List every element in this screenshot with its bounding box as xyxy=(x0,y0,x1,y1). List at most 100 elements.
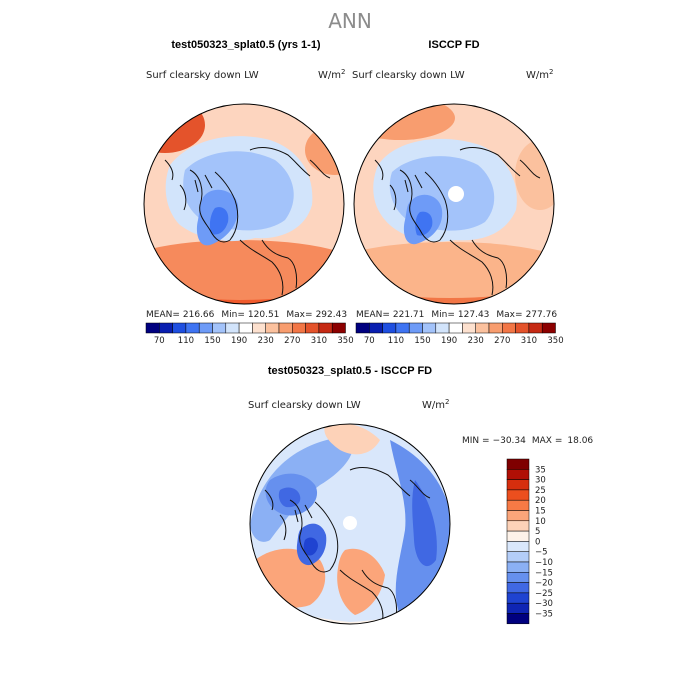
colorbar-swatch xyxy=(252,322,266,334)
colorbar-tick-label: 230 xyxy=(468,336,484,346)
panel-model-mean-label: MEAN= xyxy=(146,310,180,320)
colorbar-swatch xyxy=(528,322,543,334)
colorbar-swatch xyxy=(448,322,463,334)
colorbar-swatch xyxy=(506,530,530,542)
field-contour xyxy=(144,240,344,300)
colorbar-swatch xyxy=(225,322,240,334)
panel-diff: test050323_splat0.5 - ISCCP FD Surf clea… xyxy=(248,365,593,625)
colorbar-swatch xyxy=(506,499,530,511)
colorbar-swatch xyxy=(506,561,530,573)
colorbar-swatch xyxy=(238,322,253,334)
colorbar-swatch xyxy=(506,613,530,625)
field-contour xyxy=(354,242,554,298)
coastlines xyxy=(164,147,331,296)
colorbar-swatch xyxy=(369,322,383,334)
colorbar-swatch xyxy=(408,322,423,334)
panel-diff-units-base: W/m xyxy=(422,400,445,411)
panel-model-stats: MEAN= 216.66 Min= 120.51 Max= 292.43 xyxy=(146,310,347,320)
panel-diff-variable: Surf clearsky down LW xyxy=(248,400,361,411)
colorbar-tick-label: 230 xyxy=(258,336,274,346)
colorbar-swatch xyxy=(506,510,530,522)
colorbar-tick-label: 350 xyxy=(547,336,563,346)
colorbar-tick-label: 5 xyxy=(535,527,540,537)
page-title: ANN xyxy=(328,9,372,33)
colorbar-tick-label: −5 xyxy=(535,548,548,558)
colorbar-swatch xyxy=(506,541,530,552)
panel-model-units: W/m2 xyxy=(318,68,345,81)
panel-model-units-base: W/m xyxy=(318,70,341,81)
panel-model: test050323_splat0.5 (yrs 1-1) Surf clear… xyxy=(143,39,354,346)
panel-model-min: 120.51 xyxy=(248,310,280,320)
panel-obs-boundary xyxy=(353,103,555,305)
colorbar-swatch xyxy=(506,572,530,583)
colorbar-swatch xyxy=(305,322,320,334)
panel-obs-max-label: Max= xyxy=(496,310,522,320)
colorbar-tick-label: 270 xyxy=(494,336,510,346)
panel-obs-mean: 221.71 xyxy=(393,310,425,320)
panel-diff-field xyxy=(250,424,450,624)
field-contour xyxy=(515,140,554,210)
colorbar-tick-label: 110 xyxy=(388,336,404,346)
colorbar-tick-label: 150 xyxy=(414,336,430,346)
colorbar-tick-label: 270 xyxy=(284,336,300,346)
panel-model-field xyxy=(144,104,344,304)
colorbar-tick-label: 35 xyxy=(535,465,546,475)
colorbar-tick-label: 310 xyxy=(521,336,537,346)
colorbar-tick-label: 350 xyxy=(337,336,353,346)
colorbar-swatch xyxy=(506,551,530,563)
colorbar-swatch xyxy=(506,592,530,604)
colorbar-tick-label: 190 xyxy=(441,336,457,346)
colorbar-swatch xyxy=(395,322,410,334)
panel-diff-min-label: MIN = xyxy=(462,436,490,446)
colorbar-tick-label: −10 xyxy=(535,558,553,568)
coastlines xyxy=(264,467,431,623)
panel-diff-max: 18.06 xyxy=(567,436,593,446)
panel-model-min-label: Min= xyxy=(221,310,245,320)
panel-obs-min-label: Min= xyxy=(431,310,455,320)
panel-obs-colorbar: 70 110 150 190 230 270 310 350 xyxy=(355,322,564,346)
colorbar-tick-label: −25 xyxy=(535,589,553,599)
colorbar-swatch xyxy=(422,322,437,334)
panel-diff-title: test050323_splat0.5 - ISCCP FD xyxy=(268,365,432,377)
colorbar-swatch xyxy=(541,322,556,334)
colorbar-swatch xyxy=(506,479,530,491)
panel-obs-min: 127.43 xyxy=(458,310,490,320)
panel-diff-stats: MIN = −30.34 MAX = 18.06 xyxy=(462,436,593,446)
colorbar-swatch xyxy=(331,322,346,334)
colorbar-swatch xyxy=(488,322,503,334)
colorbar-tick-label: 30 xyxy=(535,476,546,486)
colorbar-swatch xyxy=(506,489,530,501)
field-contour xyxy=(337,548,385,615)
panel-obs-mean-label: MEAN= xyxy=(356,310,390,320)
colorbar-tick-label: −30 xyxy=(535,599,553,609)
panel-model-colorbar: 70 110 150 190 230 270 310 350 xyxy=(145,322,354,346)
colorbar-tick-label: 190 xyxy=(231,336,247,346)
colorbar-swatch xyxy=(462,322,476,334)
colorbar-swatch xyxy=(506,469,530,480)
panel-obs-variable: Surf clearsky down LW xyxy=(352,70,465,81)
panel-diff-boundary xyxy=(249,423,451,625)
field-contour xyxy=(354,104,455,140)
colorbar-swatch xyxy=(145,322,160,334)
colorbar-swatch xyxy=(318,322,333,334)
colorbar-tick-label: 70 xyxy=(364,336,375,346)
colorbar-swatch xyxy=(435,322,450,334)
panel-obs-max: 277.76 xyxy=(526,310,558,320)
colorbar-swatch xyxy=(212,322,227,334)
colorbar-swatch xyxy=(475,322,490,334)
panel-obs: ISCCP FD Surf clearsky down LW W/m2 MEAN… xyxy=(352,39,564,346)
colorbar-swatch xyxy=(172,322,187,334)
field-contour xyxy=(144,104,205,153)
colorbar-tick-label: 10 xyxy=(535,517,546,527)
panel-model-title: test050323_splat0.5 (yrs 1-1) xyxy=(171,39,321,51)
panel-obs-units-base: W/m xyxy=(526,70,549,81)
colorbar-tick-label: 15 xyxy=(535,507,546,517)
colorbar-tick-label: 150 xyxy=(204,336,220,346)
colorbar-tick-label: 20 xyxy=(535,496,546,506)
colorbar-tick-label: −20 xyxy=(535,579,553,589)
colorbar-swatch xyxy=(506,520,530,532)
colorbar-swatch xyxy=(506,582,530,594)
